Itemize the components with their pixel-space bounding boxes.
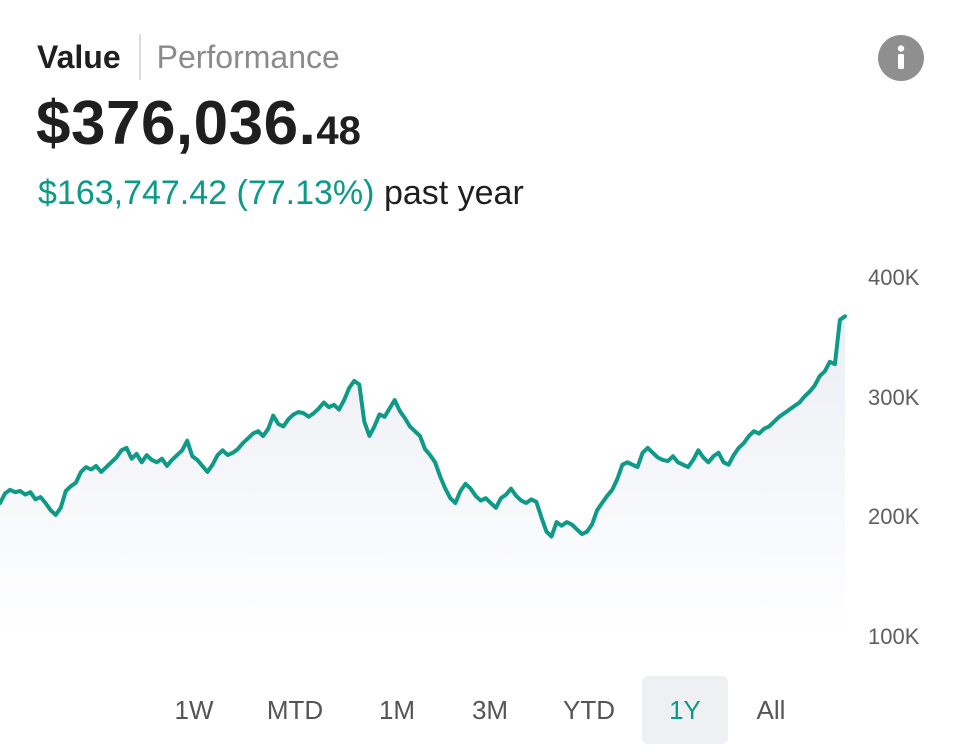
tab-performance[interactable]: Performance [156,38,340,75]
chart-area-fill [0,316,845,637]
portfolio-value: $376,036. 48 [36,88,361,162]
info-button[interactable] [878,35,924,81]
value-change: $163,747.42 (77.13%) past year [38,174,524,213]
range-button-1y[interactable]: 1Y [642,676,728,744]
portfolio-chart[interactable] [0,255,960,655]
range-button-1m[interactable]: 1M [378,694,416,725]
y-tick-label: 400K [868,265,920,290]
time-range-selector: 1W MTD 1M 3M YTD 1Y All [0,676,960,744]
range-button-1w[interactable]: 1W [174,694,214,725]
tab-value[interactable]: Value [37,38,121,75]
range-button-all[interactable]: All [756,694,786,725]
value-change-amount: $163,747.42 (77.13%) [38,174,375,212]
chart-series-line [0,314,847,539]
range-button-mtd[interactable]: MTD [266,694,324,725]
y-tick-label: 200K [868,504,920,530]
range-button-3m[interactable]: 3M [471,694,509,725]
portfolio-value-cents: 48 [316,109,361,153]
value-change-period: past year [383,174,524,212]
y-tick-label: 300K [868,384,920,410]
range-button-ytd[interactable]: YTD [563,694,615,725]
y-tick-label: 100K [868,624,920,649]
view-tabs: Value Performance [37,34,340,80]
info-icon [897,45,905,69]
portfolio-value-main: $376,036. [36,89,317,158]
tab-divider [138,34,141,80]
